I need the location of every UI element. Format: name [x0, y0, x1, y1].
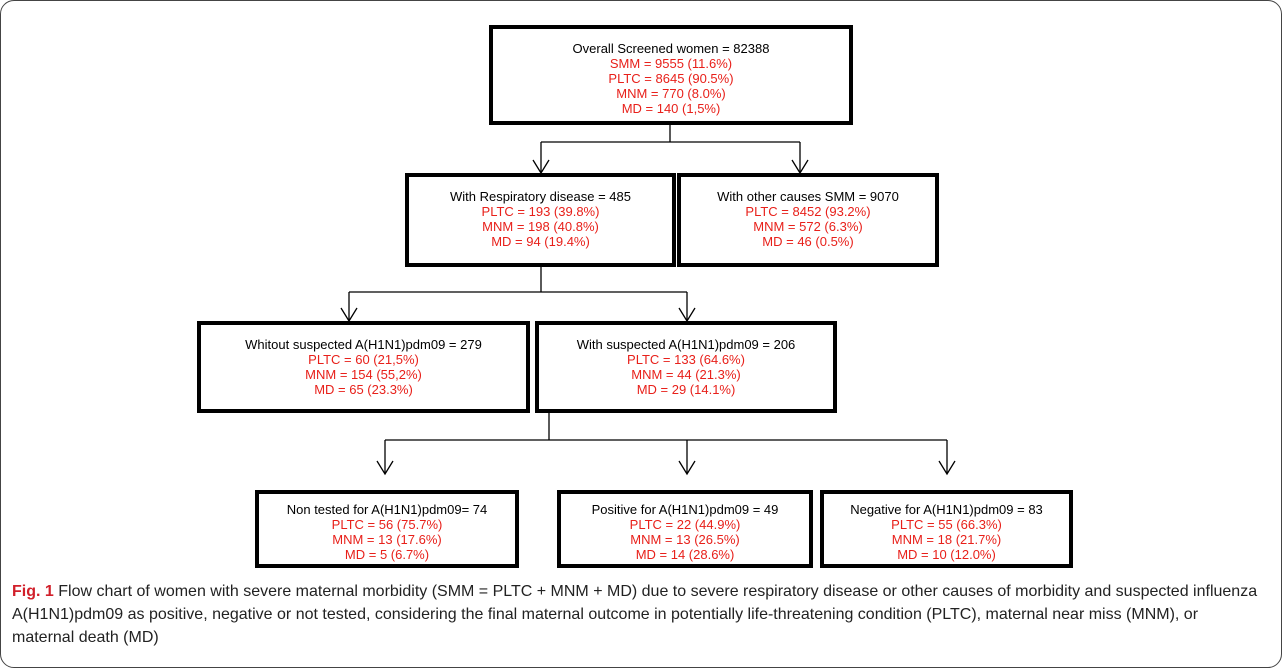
stat-line: MD = 29 (14.1%) [636, 382, 736, 397]
stat-line: PLTC = 193 (39.8%) [481, 204, 600, 219]
stat-line: PLTC = 55 (66.3%) [891, 517, 1002, 532]
stat-line: MNM = 13 (26.5%) [630, 532, 740, 547]
arrowhead-nontested [376, 460, 394, 476]
box-title: Non tested for A(H1N1)pdm09= 74 [286, 502, 488, 517]
box-title: Negative for A(H1N1)pdm09 = 83 [850, 502, 1043, 517]
box-title: With suspected A(H1N1)pdm09 = 206 [576, 337, 796, 352]
stat-line: PLTC = 56 (75.7%) [331, 517, 443, 532]
stat-line: MD = 10 (12.0%) [897, 547, 996, 562]
box-title: Positive for A(H1N1)pdm09 = 49 [591, 502, 779, 517]
box-overall-screened: Overall Screened women = 82388 SMM = 955… [489, 25, 853, 125]
stat-line: MNM = 154 (55,2%) [305, 367, 422, 382]
figure-caption: Fig. 1 Flow chart of women with severe m… [12, 580, 1262, 649]
stat-line: MNM = 770 (8.0%) [616, 86, 726, 101]
box-positive: Positive for A(H1N1)pdm09 = 49 PLTC = 22… [557, 490, 813, 568]
stat-line: MNM = 572 (6.3%) [753, 219, 863, 234]
stat-line: PLTC = 133 (64.6%) [627, 352, 745, 367]
box-title: Overall Screened women = 82388 [572, 41, 770, 56]
figure-label: Fig. 1 [12, 583, 54, 600]
box-non-tested: Non tested for A(H1N1)pdm09= 74 PLTC = 5… [255, 490, 519, 568]
box-title: With other causes SMM = 9070 [717, 189, 899, 204]
box-negative: Negative for A(H1N1)pdm09 = 83 PLTC = 55… [820, 490, 1073, 568]
stat-line: MNM = 198 (40.8%) [482, 219, 599, 234]
stat-line: MD = 46 (0.5%) [762, 234, 854, 249]
box-title: With Respiratory disease = 485 [449, 189, 631, 204]
arrowhead-positive [678, 460, 696, 476]
stat-line: PLTC = 8645 (90.5%) [608, 71, 734, 86]
stat-line: MD = 14 (28.6%) [635, 547, 735, 562]
stat-line: MNM = 44 (21.3%) [631, 367, 741, 382]
stat-line: MNM = 13 (17.6%) [332, 532, 442, 547]
stat-line: MD = 65 (23.3%) [314, 382, 413, 397]
stat-line: MNM = 18 (21.7%) [891, 532, 1002, 547]
stat-line: PLTC = 22 (44.9%) [629, 517, 741, 532]
stat-line: MD = 5 (6.7%) [344, 547, 430, 562]
box-without-suspected: Whitout suspected A(H1N1)pdm09 = 279 PLT… [197, 321, 530, 413]
caption-text: Flow chart of women with severe maternal… [12, 583, 1258, 646]
stat-line: SMM = 9555 (11.6%) [609, 56, 733, 71]
box-other-causes: With other causes SMM = 9070 PLTC = 8452… [677, 173, 939, 267]
stat-line: MD = 140 (1,5%) [621, 101, 721, 116]
box-with-suspected: With suspected A(H1N1)pdm09 = 206 PLTC =… [535, 321, 837, 413]
flow-connectors [340, 124, 956, 476]
box-respiratory-disease: With Respiratory disease = 485 PLTC = 19… [405, 173, 676, 267]
stat-line: PLTC = 8452 (93.2%) [745, 204, 871, 219]
stat-line: PLTC = 60 (21,5%) [308, 352, 419, 367]
stat-line: MD = 94 (19.4%) [491, 234, 590, 249]
box-title: Whitout suspected A(H1N1)pdm09 = 279 [245, 337, 482, 352]
arrowhead-negative [938, 460, 956, 476]
